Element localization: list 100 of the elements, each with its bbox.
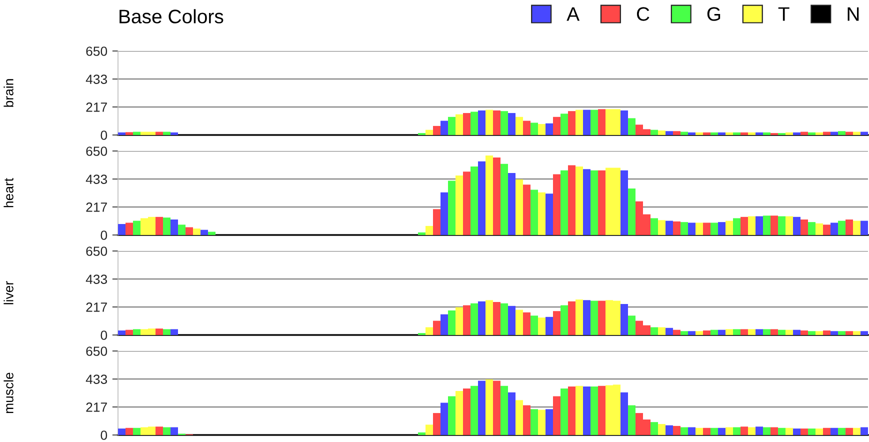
bar [853,331,860,335]
bar [703,330,710,335]
bar [846,331,853,335]
bar [756,216,763,235]
bar [673,330,680,335]
bar [808,428,816,435]
bar [568,301,576,335]
bar [126,330,133,335]
y-tick-label: 0 [100,330,108,340]
bar [666,131,673,135]
bar [516,116,523,135]
y-tick-label: 433 [86,74,108,84]
bar [756,426,763,435]
bar [508,392,516,435]
bar [703,222,710,235]
bar [688,132,696,135]
bar [576,110,583,135]
bar [463,305,470,335]
bar [740,132,748,135]
bar [456,176,463,235]
legend-label: C [636,7,650,21]
bar [763,216,770,235]
y-tick-label: 650 [86,146,108,156]
bar [156,426,163,435]
bar [193,228,200,235]
bar [718,222,726,235]
bar [800,428,808,435]
bar [786,132,793,135]
bar [748,329,756,335]
bar [740,329,748,335]
bar [710,222,718,235]
bar [133,220,140,235]
bar [756,132,763,135]
y-tick-label: 650 [86,246,108,256]
bar [696,132,703,135]
bar [710,428,718,435]
bar [740,426,748,435]
bar [200,230,208,235]
bar [530,316,538,335]
bar [538,410,546,435]
bar [463,172,470,235]
bar [778,330,786,335]
bar [546,123,553,135]
bar [478,301,486,335]
bar [448,310,456,335]
bar [658,424,666,435]
bar [853,428,860,435]
bar [426,327,433,335]
bar [456,114,463,135]
bar [666,328,673,335]
bar [118,132,126,135]
bar [860,220,868,235]
bar [860,331,868,335]
bar [478,110,486,135]
bar [688,222,696,235]
bar [598,170,606,235]
bar [823,330,830,335]
bar [860,427,868,435]
bar [178,224,186,235]
bar [733,218,740,235]
bar [208,232,216,235]
bar [418,232,426,235]
bar [846,132,853,135]
bar [726,329,733,335]
bar [628,405,636,435]
bar [830,331,838,335]
bar [576,166,583,235]
bar [126,428,133,435]
bar [508,113,516,135]
bar [433,126,440,135]
y-tick-label: 0 [100,230,108,240]
bar [748,216,756,235]
bar [560,170,568,235]
bar [508,172,516,235]
bar [770,427,778,435]
bar [680,427,688,435]
bar [816,223,823,235]
bar [756,329,763,335]
bar [440,120,448,135]
bar [763,132,770,135]
bar [710,132,718,135]
bar [696,331,703,335]
bar [553,116,560,135]
bar [620,110,628,135]
bar [680,222,688,235]
bar [516,400,523,435]
bar [560,305,568,335]
bar [493,110,500,135]
y-tick-label: 650 [86,46,108,56]
bar [576,386,583,435]
bar [156,132,163,135]
bar [650,218,658,235]
y-axis-title: brain [4,79,14,107]
bar [748,132,756,135]
y-tick-label: 0 [100,130,108,140]
bar [778,428,786,435]
y-axis-title: heart [4,178,14,208]
bar [118,224,126,235]
bar [463,113,470,135]
bar [658,130,666,135]
